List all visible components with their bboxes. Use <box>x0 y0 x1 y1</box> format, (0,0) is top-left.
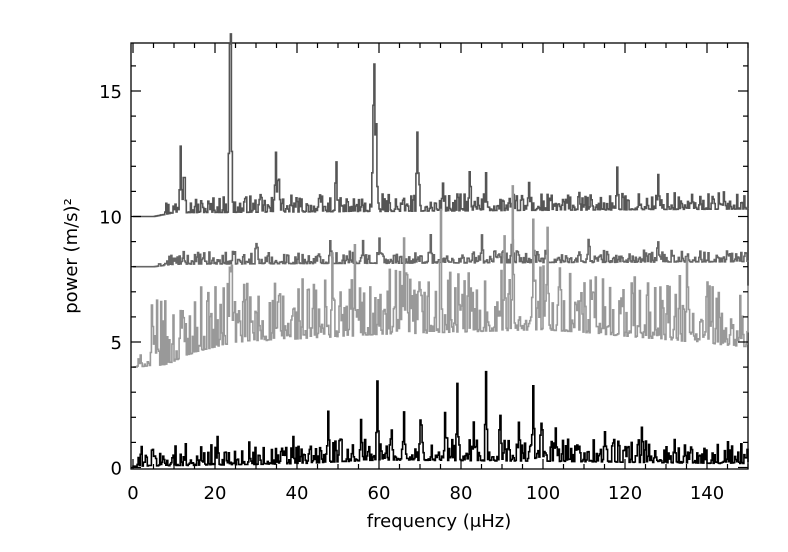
x-tick-label: 140 <box>690 483 724 504</box>
y-axis-label: power (m/s)² <box>61 198 82 314</box>
x-tick-label: 0 <box>127 483 138 504</box>
series-layer <box>132 33 749 468</box>
x-tick-label: 100 <box>526 483 560 504</box>
spectrum-series-2 <box>133 185 749 368</box>
tick-layer <box>131 43 749 469</box>
y-tick-label: 15 <box>99 82 122 103</box>
spectrum-series-0 <box>133 33 749 218</box>
y-tick-label: 0 <box>111 459 122 480</box>
x-tick-label: 120 <box>608 483 642 504</box>
x-tick-label: 40 <box>286 483 309 504</box>
x-tick-label: 80 <box>450 483 473 504</box>
y-tick-labels: 0 5 10 15 <box>99 82 122 480</box>
plot-area: 0 20 40 60 80 100 120 140 0 5 10 15 <box>99 33 749 504</box>
x-tick-label: 60 <box>368 483 391 504</box>
spectrum-series-1 <box>133 234 749 268</box>
x-tick-label: 20 <box>204 483 227 504</box>
plot-frame <box>130 42 749 470</box>
x-tick-labels: 0 20 40 60 80 100 120 140 <box>127 483 724 504</box>
y-tick-label: 10 <box>99 208 122 229</box>
y-tick-label: 5 <box>111 333 122 354</box>
x-axis-label: frequency (μHz) <box>367 511 511 532</box>
spectrum-series-3 <box>132 370 749 468</box>
